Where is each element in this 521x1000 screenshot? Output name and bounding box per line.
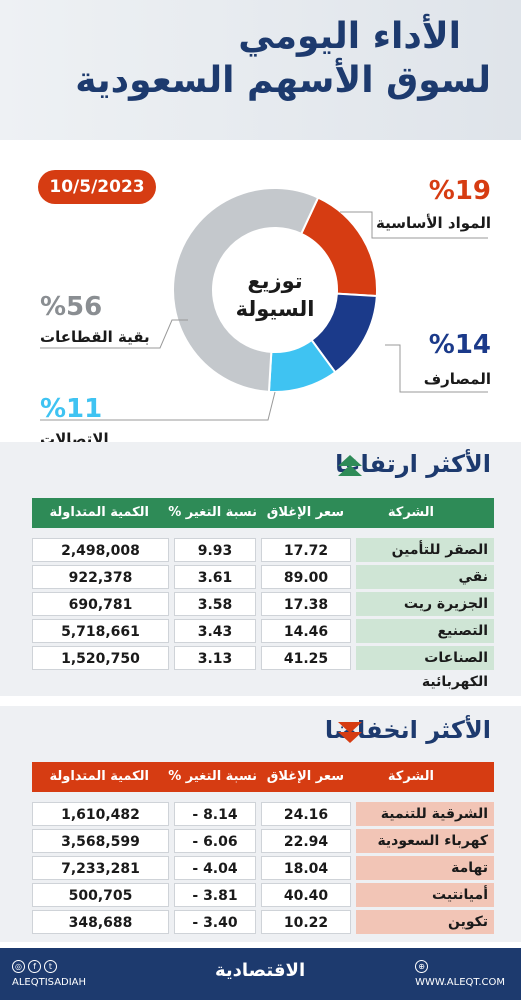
col-company: الشركة	[387, 769, 434, 784]
header-banner: الأداء اليومي لسوق الأسهم السعودية	[0, 0, 521, 140]
slice-label-materials: المواد الأساسية	[376, 214, 491, 232]
liquidity-donut-chart: توزيع السيولة	[172, 187, 378, 393]
change-percent-cell: 8.14 -	[174, 802, 256, 826]
close-price-cell: 14.46	[261, 619, 351, 643]
page-title-line2: لسوق الأسهم السعودية	[75, 60, 491, 101]
table-row: تكوين 10.22 3.40 -348,688	[32, 910, 494, 934]
chart-center-label-1: توزيع	[247, 269, 302, 293]
volume-cell: 1,610,482	[32, 802, 169, 826]
company-cell: الشرقية للتنمية	[356, 802, 494, 826]
web-icon: ⊕	[415, 960, 429, 973]
page-title-line1: الأداء اليومي	[238, 16, 461, 57]
facebook-icon[interactable]: f	[28, 960, 41, 973]
close-price-cell: 24.16	[261, 802, 351, 826]
social-handles: ◎ f t ALEQTISADIAH	[12, 960, 86, 988]
close-price-cell: 40.40	[261, 883, 351, 907]
slice-value-banks: %14	[428, 330, 491, 360]
volume-cell: 2,498,008	[32, 538, 169, 562]
col-change: نسبة التغير %	[168, 505, 257, 520]
table-row: التصنيع 14.46 3.43 5,718,661	[32, 619, 494, 643]
volume-cell: 690,781	[32, 592, 169, 616]
col-volume: الكمية المتداولة	[49, 769, 150, 784]
website-text: WWW.ALEQT.COM	[415, 977, 505, 988]
table-row: الشرقية للتنمية 24.16 8.14 -1,610,482	[32, 802, 494, 826]
table-row: نقي 89.00 3.61 922,378	[32, 565, 494, 589]
slice-label-others: بقية القطاعات	[40, 328, 150, 346]
company-cell: أميانتيت	[356, 883, 494, 907]
losers-panel: الأكثر انخفاضا الشركة سعر الإغلاق نسبة ا…	[0, 706, 521, 942]
volume-cell: 3,568,599	[32, 829, 169, 853]
close-price-cell: 22.94	[261, 829, 351, 853]
close-price-cell: 89.00	[261, 565, 351, 589]
table-row: كهرباء السعودية 22.94 6.06 -3,568,599	[32, 829, 494, 853]
table-row: الصناعات الكهربائية 41.25 3.13 1,520,750	[32, 646, 494, 690]
company-cell: الصقر للتأمين	[356, 538, 494, 562]
social-handle-text: ALEQTISADIAH	[12, 977, 87, 988]
losers-table-header: الشركة سعر الإغلاق نسبة التغير % الكمية …	[32, 762, 494, 792]
change-percent-cell: 3.13	[174, 646, 256, 670]
col-close: سعر الإغلاق	[266, 505, 344, 520]
close-price-cell: 18.04	[261, 856, 351, 880]
change-percent-cell: 3.61	[174, 565, 256, 589]
close-price-cell: 17.72	[261, 538, 351, 562]
company-cell: تهامة	[356, 856, 494, 880]
gainers-table-header: الشركة سعر الإغلاق نسبة التغير % الكمية …	[32, 498, 494, 528]
company-cell: الصناعات الكهربائية	[356, 646, 494, 690]
twitter-icon[interactable]: t	[44, 960, 57, 973]
col-close: سعر الإغلاق	[266, 769, 344, 784]
volume-cell: 500,705	[32, 883, 169, 907]
col-change: نسبة التغير %	[168, 769, 257, 784]
website[interactable]: ⊕ WWW.ALEQT.COM	[415, 960, 505, 988]
instagram-icon[interactable]: ◎	[12, 960, 25, 973]
slice-value-materials: %19	[428, 176, 491, 206]
company-cell: نقي	[356, 565, 494, 589]
volume-cell: 348,688	[32, 910, 169, 934]
change-percent-cell: 4.04 -	[174, 856, 256, 880]
table-row: الجزيرة ريت 17.38 3.58 690,781	[32, 592, 494, 616]
change-percent-cell: 9.93	[174, 538, 256, 562]
double-up-arrow-icon	[338, 455, 362, 476]
volume-cell: 7,233,281	[32, 856, 169, 880]
table-row: أميانتيت 40.40 3.81 -500,705	[32, 883, 494, 907]
change-percent-cell: 3.40 -	[174, 910, 256, 934]
gainers-panel: الأكثر ارتفاعا الشركة سعر الإغلاق نسبة ا…	[0, 442, 521, 696]
company-cell: كهرباء السعودية	[356, 829, 494, 853]
close-price-cell: 41.25	[261, 646, 351, 670]
date-badge: 10/5/2023	[38, 170, 156, 204]
close-price-cell: 17.38	[261, 592, 351, 616]
slice-value-others: %56	[40, 292, 103, 322]
company-cell: التصنيع	[356, 619, 494, 643]
close-price-cell: 10.22	[261, 910, 351, 934]
change-percent-cell: 3.58	[174, 592, 256, 616]
double-down-arrow-icon	[338, 722, 362, 743]
change-percent-cell: 3.43	[174, 619, 256, 643]
change-percent-cell: 6.06 -	[174, 829, 256, 853]
brand-logo: الاقتصادية	[215, 960, 306, 981]
company-cell: الجزيرة ريت	[356, 592, 494, 616]
gainers-title: الأكثر ارتفاعا	[335, 450, 491, 478]
table-row: الصقر للتأمين 17.72 9.93 2,498,008	[32, 538, 494, 562]
change-percent-cell: 3.81 -	[174, 883, 256, 907]
volume-cell: 922,378	[32, 565, 169, 589]
slice-label-banks: المصارف	[423, 370, 491, 388]
donut-hole	[213, 228, 337, 352]
company-cell: تكوين	[356, 910, 494, 934]
volume-cell: 1,520,750	[32, 646, 169, 670]
table-row: تهامة 18.04 4.04 -7,233,281	[32, 856, 494, 880]
volume-cell: 5,718,661	[32, 619, 169, 643]
col-company: الشركة	[387, 505, 434, 520]
footer: ◎ f t ALEQTISADIAH الاقتصادية ⊕ WWW.ALEQT.…	[0, 948, 521, 1000]
slice-value-telecom: %11	[40, 394, 103, 424]
chart-center-label-2: السيولة	[236, 297, 315, 321]
col-volume: الكمية المتداولة	[49, 505, 150, 520]
